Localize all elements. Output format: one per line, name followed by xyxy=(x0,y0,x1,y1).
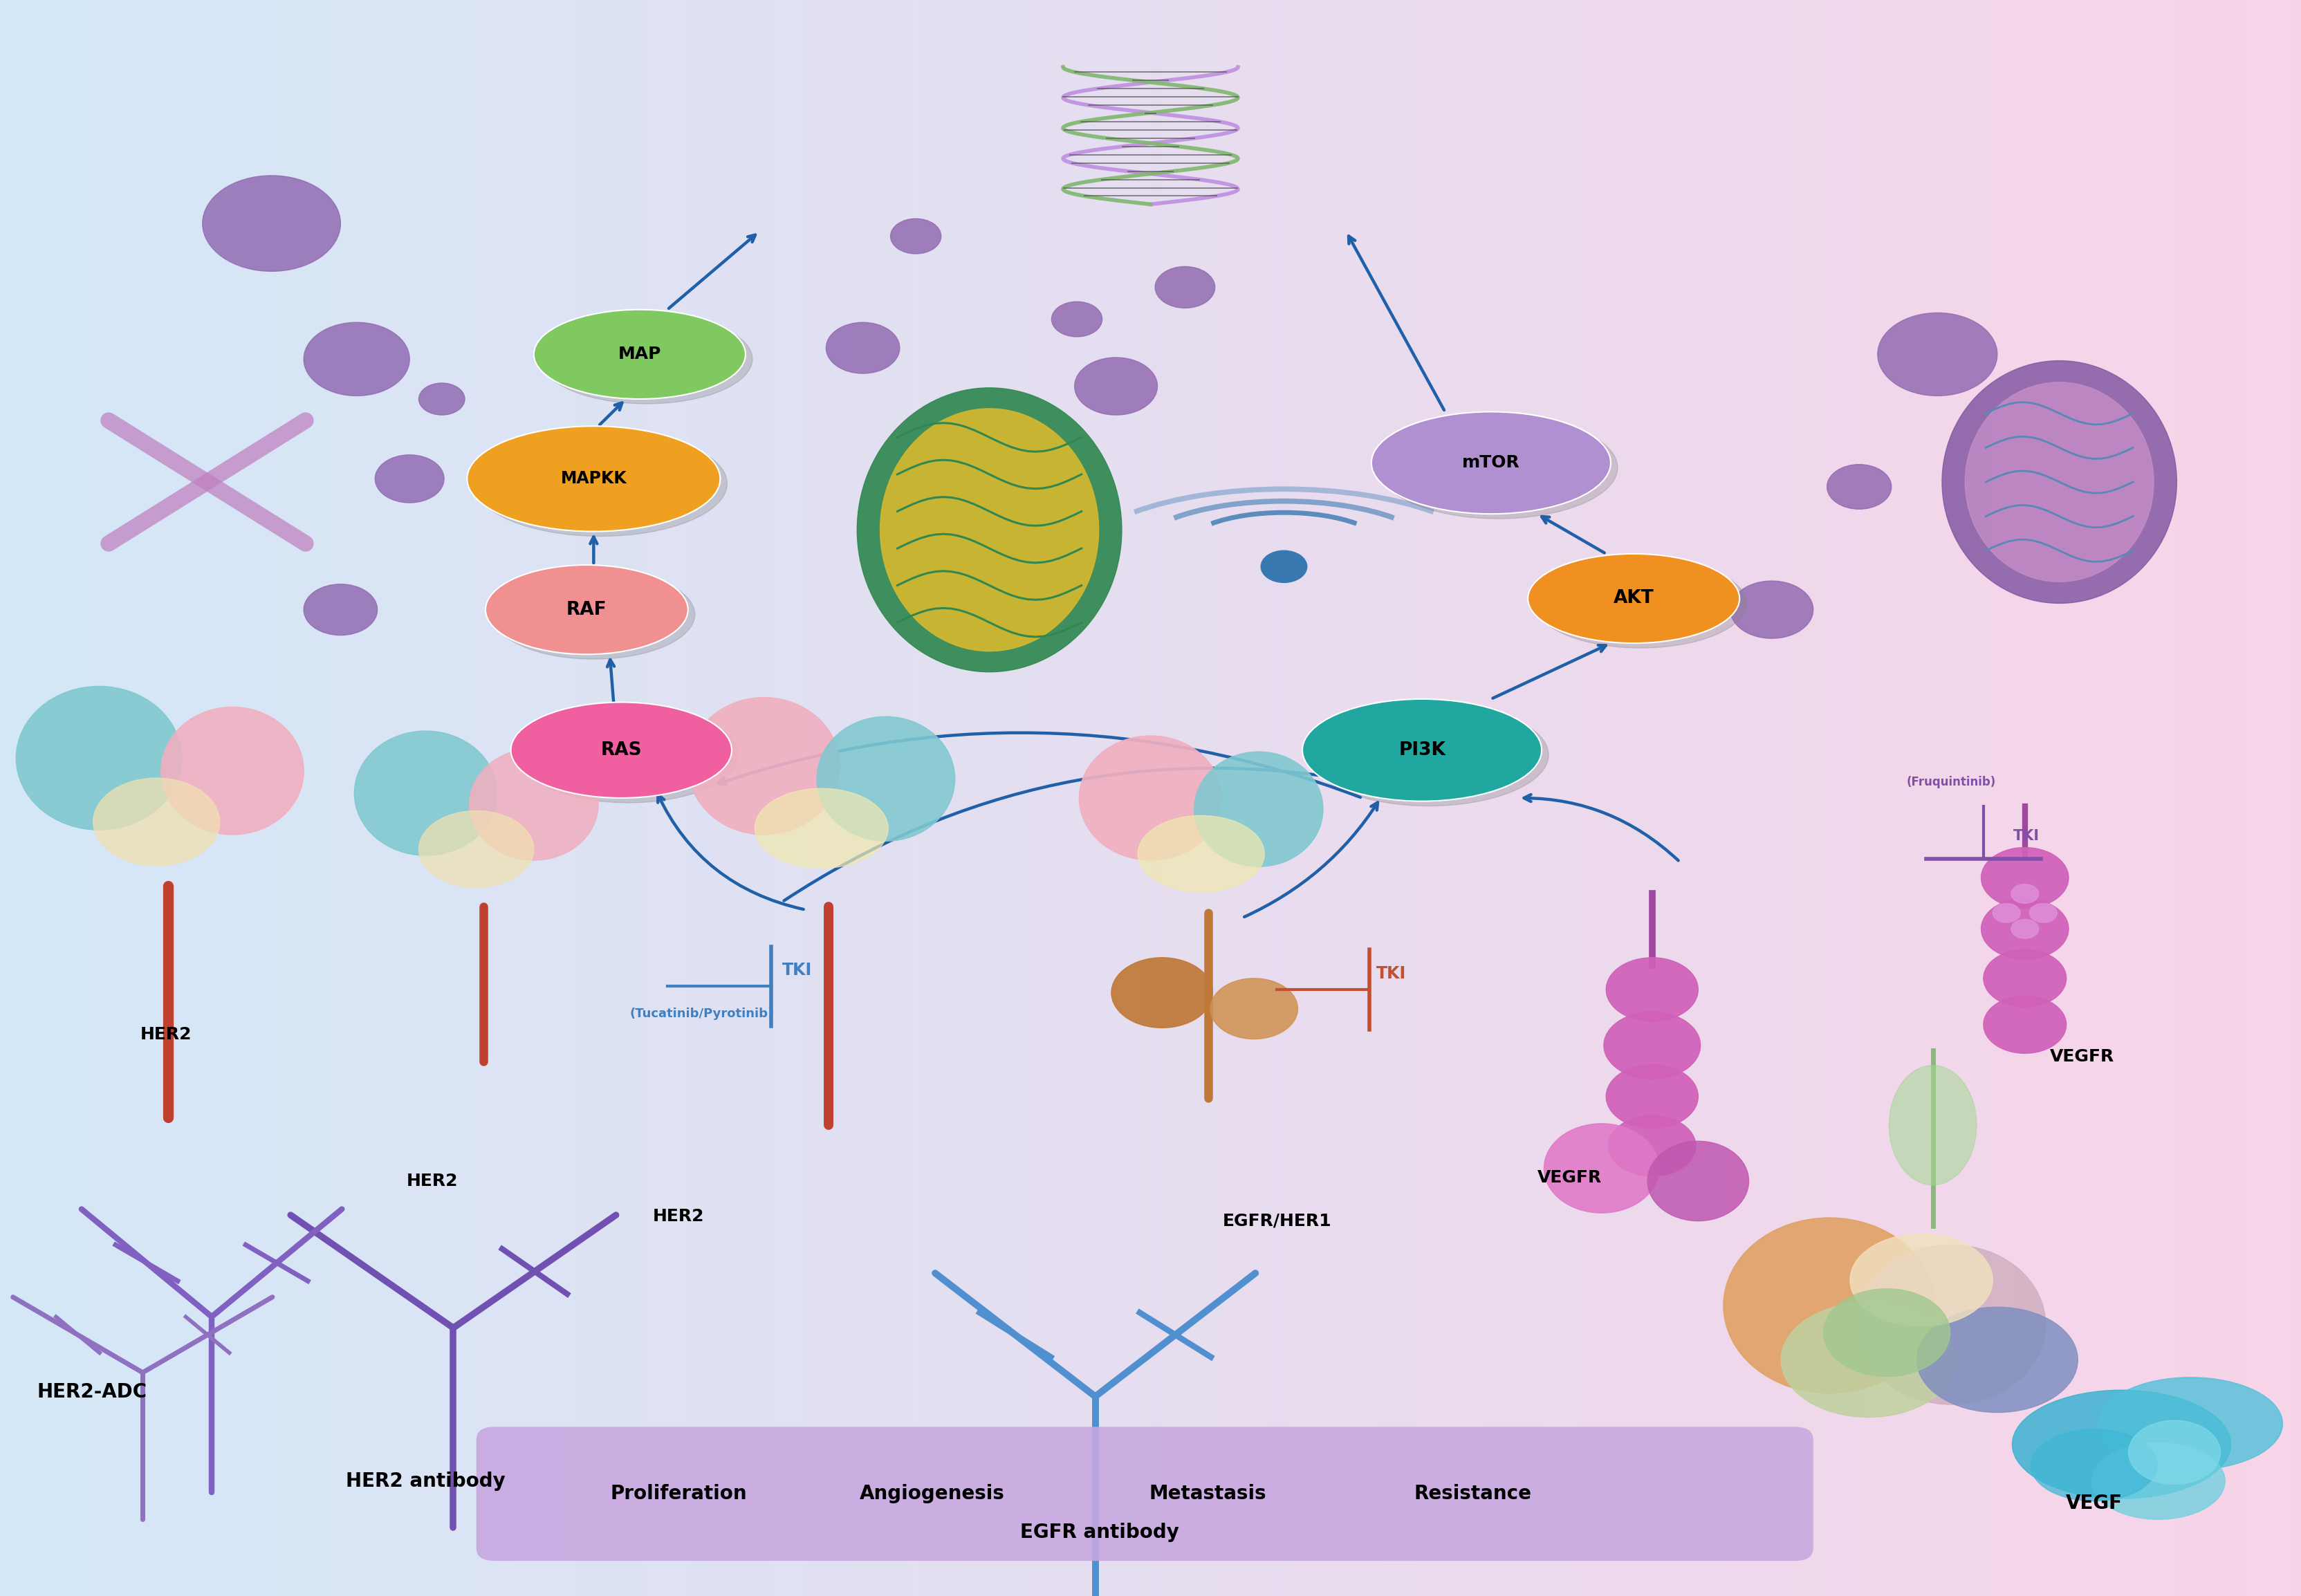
Ellipse shape xyxy=(1822,1290,1949,1376)
Ellipse shape xyxy=(755,788,888,868)
Ellipse shape xyxy=(2128,1420,2220,1484)
Text: EGFR antibody: EGFR antibody xyxy=(1019,1523,1180,1542)
Text: HER2: HER2 xyxy=(407,1173,458,1189)
Text: MAPKK: MAPKK xyxy=(561,471,626,487)
Circle shape xyxy=(1111,958,1213,1028)
Ellipse shape xyxy=(688,697,840,835)
Ellipse shape xyxy=(856,388,1121,672)
Ellipse shape xyxy=(1723,1218,1935,1393)
Ellipse shape xyxy=(1309,704,1549,806)
Text: (Tucatinib/Pyrotinib): (Tucatinib/Pyrotinib) xyxy=(630,1007,773,1020)
Ellipse shape xyxy=(541,314,752,404)
Text: HER2 antibody: HER2 antibody xyxy=(345,1472,506,1491)
Circle shape xyxy=(1878,313,1997,396)
Ellipse shape xyxy=(1857,1245,2046,1404)
Text: mTOR: mTOR xyxy=(1461,455,1521,471)
Ellipse shape xyxy=(1535,559,1746,648)
Circle shape xyxy=(202,176,341,271)
Ellipse shape xyxy=(879,409,1100,651)
Ellipse shape xyxy=(1648,1141,1749,1221)
Text: VEGFR: VEGFR xyxy=(2050,1049,2115,1065)
Text: EGFR/HER1: EGFR/HER1 xyxy=(1222,1213,1332,1229)
Ellipse shape xyxy=(467,426,720,531)
Text: AKT: AKT xyxy=(1613,589,1654,608)
Ellipse shape xyxy=(354,731,497,855)
Text: Angiogenesis: Angiogenesis xyxy=(858,1484,1006,1503)
Circle shape xyxy=(304,584,377,635)
Ellipse shape xyxy=(1194,752,1323,867)
Circle shape xyxy=(1827,464,1891,509)
Ellipse shape xyxy=(474,431,727,536)
Ellipse shape xyxy=(92,779,219,867)
Circle shape xyxy=(1052,302,1102,337)
Ellipse shape xyxy=(161,707,304,835)
Text: Metastasis: Metastasis xyxy=(1150,1484,1266,1503)
Ellipse shape xyxy=(534,310,746,399)
Circle shape xyxy=(826,322,900,373)
Text: PI3K: PI3K xyxy=(1399,741,1445,760)
Ellipse shape xyxy=(817,717,955,841)
Ellipse shape xyxy=(2032,1430,2158,1500)
Circle shape xyxy=(1075,358,1157,415)
Ellipse shape xyxy=(2092,1443,2225,1519)
Ellipse shape xyxy=(2011,1390,2230,1499)
Text: RAS: RAS xyxy=(601,741,642,760)
Ellipse shape xyxy=(1850,1234,1993,1326)
Circle shape xyxy=(1604,1012,1700,1079)
Text: HER2-ADC: HER2-ADC xyxy=(37,1382,147,1401)
Ellipse shape xyxy=(511,702,732,798)
Ellipse shape xyxy=(1917,1307,2078,1412)
Ellipse shape xyxy=(1371,412,1611,514)
Text: TKI: TKI xyxy=(2013,830,2039,843)
Ellipse shape xyxy=(1942,361,2177,603)
Circle shape xyxy=(1608,1116,1696,1176)
Text: HER2: HER2 xyxy=(653,1208,704,1224)
Ellipse shape xyxy=(1137,816,1266,892)
Text: RAF: RAF xyxy=(566,600,607,619)
Circle shape xyxy=(1730,581,1813,638)
Circle shape xyxy=(1983,996,2066,1053)
Ellipse shape xyxy=(1378,417,1618,519)
Circle shape xyxy=(419,383,465,415)
Circle shape xyxy=(304,322,410,396)
Ellipse shape xyxy=(1965,383,2154,583)
Text: Proliferation: Proliferation xyxy=(610,1484,748,1503)
Ellipse shape xyxy=(1781,1302,1956,1417)
Text: MAP: MAP xyxy=(619,346,660,362)
Circle shape xyxy=(1606,1065,1698,1128)
Ellipse shape xyxy=(1528,554,1740,643)
Ellipse shape xyxy=(419,811,534,887)
Text: VEGFR: VEGFR xyxy=(1537,1170,1601,1186)
Text: HER2: HER2 xyxy=(140,1026,191,1042)
Circle shape xyxy=(1606,958,1698,1021)
Text: TKI: TKI xyxy=(1376,966,1406,982)
Ellipse shape xyxy=(1889,1066,1977,1184)
Circle shape xyxy=(375,455,444,503)
Ellipse shape xyxy=(469,749,598,860)
Ellipse shape xyxy=(2099,1377,2283,1470)
Circle shape xyxy=(1981,899,2069,959)
Circle shape xyxy=(1155,267,1215,308)
Ellipse shape xyxy=(492,570,695,659)
Ellipse shape xyxy=(16,686,182,830)
Circle shape xyxy=(890,219,941,254)
Circle shape xyxy=(1993,903,2020,922)
Circle shape xyxy=(1210,978,1298,1039)
Circle shape xyxy=(1983,950,2066,1007)
Ellipse shape xyxy=(1544,1124,1659,1213)
Text: VEGF: VEGF xyxy=(2066,1494,2122,1513)
Ellipse shape xyxy=(1302,699,1542,801)
Text: Resistance: Resistance xyxy=(1413,1484,1532,1503)
Circle shape xyxy=(1981,847,2069,908)
Circle shape xyxy=(2011,919,2039,938)
Ellipse shape xyxy=(518,707,739,803)
FancyBboxPatch shape xyxy=(476,1427,1813,1561)
Text: TKI: TKI xyxy=(782,962,812,978)
Circle shape xyxy=(2011,884,2039,903)
Circle shape xyxy=(1261,551,1307,583)
Ellipse shape xyxy=(486,565,688,654)
Text: (Fruquintinib): (Fruquintinib) xyxy=(1908,776,1995,788)
Ellipse shape xyxy=(1079,736,1222,860)
Circle shape xyxy=(2029,903,2057,922)
